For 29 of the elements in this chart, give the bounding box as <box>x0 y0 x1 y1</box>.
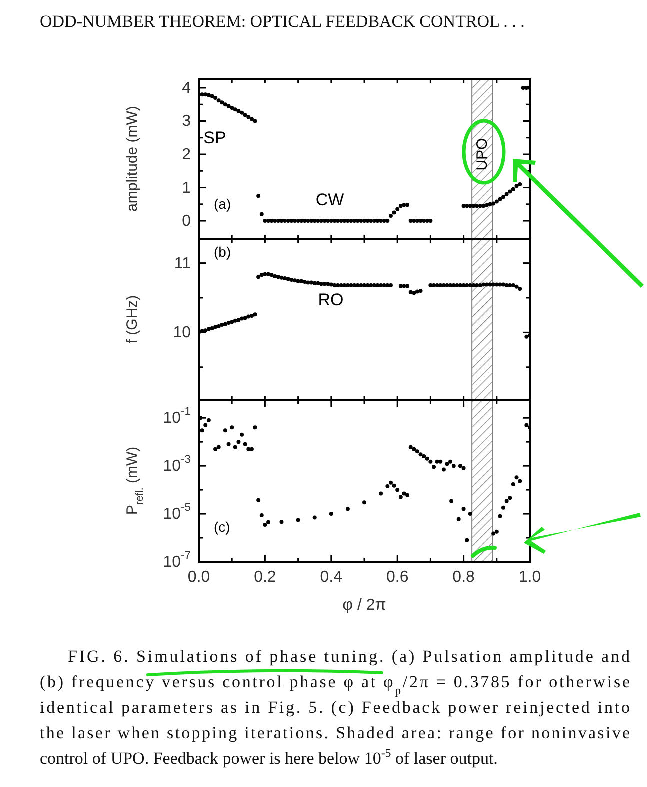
x-tick-label: 0.4 <box>320 569 343 586</box>
x-tick-label: 0.8 <box>452 569 476 586</box>
y-axis-title: amplitude (mW) <box>124 106 141 212</box>
y-tick-label: 10$^{-3}$ <box>163 454 191 475</box>
y-tick-label: 10 <box>173 324 192 342</box>
y-tick-label: 2 <box>182 146 192 164</box>
annotation: SP <box>204 128 226 148</box>
y-axis-title: f (GHz) <box>124 295 141 344</box>
y-tick-label: 4 <box>182 79 192 96</box>
y-tick-label: 10$^{-5}$ <box>163 502 191 523</box>
x-tick-label: 0.6 <box>386 569 409 586</box>
x-tick-label: 1.0 <box>518 569 542 586</box>
text: FIG. 6. Simulations of phase tuning. (a) Pulsation amplitude and (b) frequency versus control phase φ at φ$_{p}$/2π = 0.3785 for otherwise identical parameters as in Fig. 5. (c) Feedback power reinjected into the laser when stopping iterations. Shaded area: range for noninvasive control of UPO. Feedback power is here below 10$^{-5}$ of laser output. <box>40 647 630 768</box>
annotation: CW <box>316 190 344 210</box>
annotation: (b) <box>214 244 232 260</box>
annotation: (a) <box>214 196 232 212</box>
band-label: UPO <box>474 138 491 171</box>
y-tick-label: 1 <box>182 179 192 196</box>
annotation: RO <box>318 290 344 310</box>
y-tick-label: 10$^{-1}$ <box>163 406 191 427</box>
chart-title: ODD-NUMBER THEOREM: OPTICAL FEEDBACK CONTROL . . . <box>40 12 525 31</box>
y-tick-label: 10$^{-7}$ <box>163 550 191 570</box>
x-axis-title: φ / 2π <box>342 597 386 614</box>
annotation: (c) <box>214 519 230 535</box>
x-tick-label: 0.2 <box>254 569 276 586</box>
text: 0.0 <box>188 569 210 586</box>
y-tick-label: 0 <box>182 212 192 230</box>
y-tick-label: 11 <box>174 254 192 272</box>
y-tick-label: 3 <box>182 112 192 130</box>
